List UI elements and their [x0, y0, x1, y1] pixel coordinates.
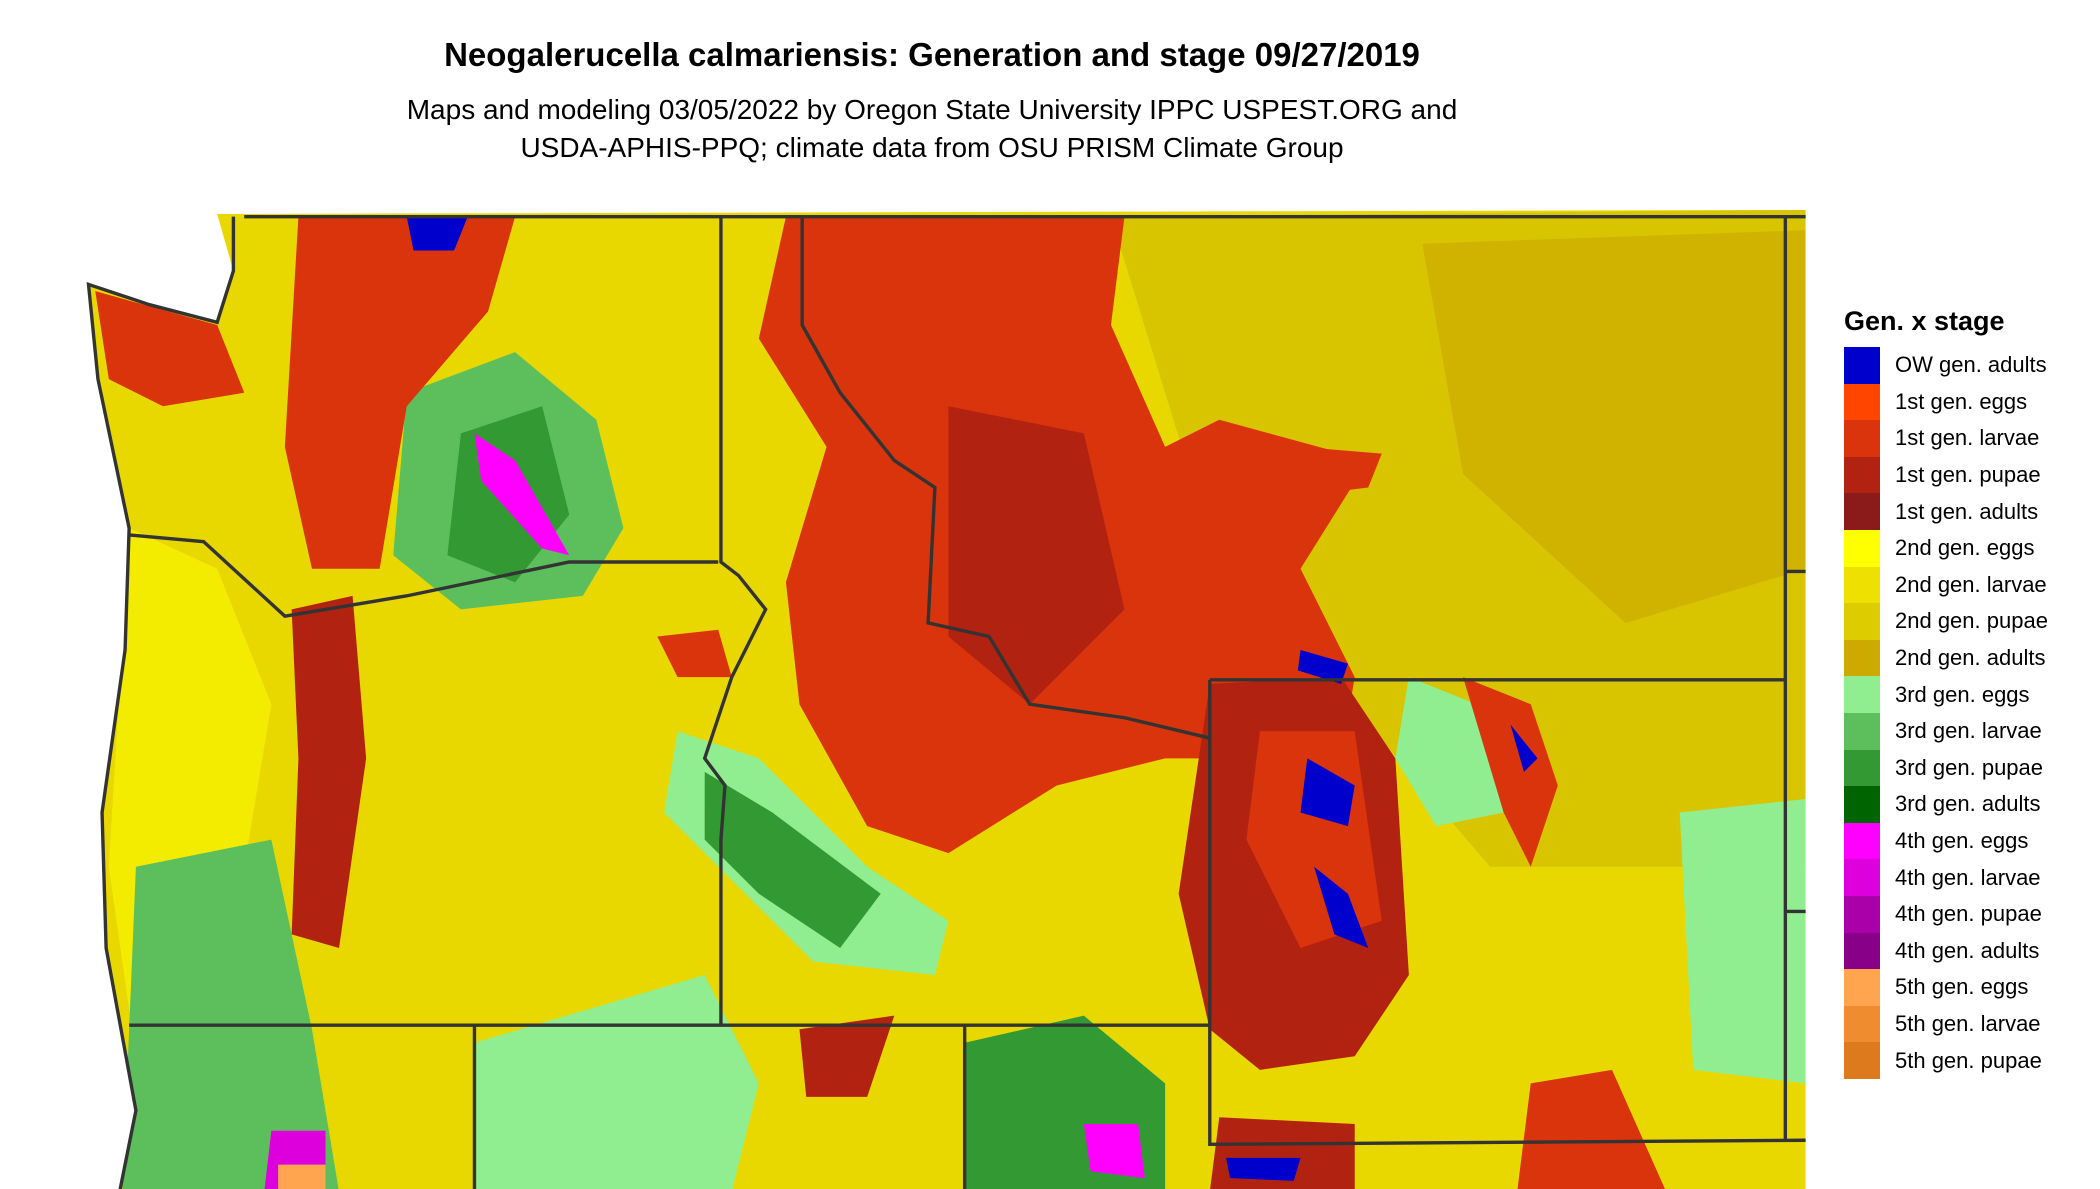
legend-label: 4th gen. adults	[1895, 937, 2040, 963]
dakota-borders	[1783, 216, 1806, 1141]
region-1st-gen-larvae	[1463, 677, 1558, 867]
map-subtitle-line-1: Maps and modeling 03/05/2022 by Oregon S…	[406, 94, 1458, 125]
legend-swatch	[1844, 347, 1880, 384]
legend-label: 4th gen. pupae	[1895, 901, 2042, 927]
region-1st-gen-pupae	[948, 406, 1125, 705]
legend-swatch	[1844, 639, 1880, 677]
legend-label: 2nd gen. larvae	[1895, 571, 2047, 597]
region-1st-gen-pupae	[799, 1015, 895, 1097]
legend-item: 2nd gen. pupae	[1844, 603, 2048, 640]
legend-label: 5th gen. pupae	[1895, 1047, 2042, 1073]
region-1st-gen-larvae	[1300, 446, 1382, 495]
legend-swatch	[1844, 420, 1880, 457]
region-4th-gen-eggs	[474, 433, 570, 556]
region-1st-gen-pupae	[291, 595, 367, 948]
legend-swatch	[1844, 566, 1880, 604]
legend-label: 3rd gen. pupae	[1895, 754, 2044, 780]
legend-swatch	[1844, 712, 1880, 750]
legend-item: 3rd gen. larvae	[1844, 712, 2048, 750]
legend-swatch	[1844, 383, 1880, 421]
legend-label: 5th gen. eggs	[1895, 974, 2029, 1000]
coastline	[86, 216, 236, 1189]
legend-label: 4th gen. eggs	[1895, 828, 2029, 854]
legend-label: 5th gen. larvae	[1895, 1010, 2041, 1036]
map-subtitle-line-2: USDA-APHIS-PPQ; climate data from OSU PR…	[520, 132, 1344, 163]
region-3rd-gen-eggs	[1679, 798, 1806, 1084]
legend-label: 2nd gen. pupae	[1895, 608, 2048, 634]
legend-label: OW gen. adults	[1895, 352, 2047, 378]
region-1st-gen-larvae	[284, 216, 516, 569]
id-mt-border	[800, 216, 1211, 740]
legend-label: 1st gen. larvae	[1895, 425, 2040, 451]
nv-borders	[472, 1025, 967, 1189]
region-5th-gen-eggs	[278, 1164, 326, 1189]
region-1st-gen-larvae	[1517, 1069, 1667, 1189]
legend-item: 1st gen. eggs	[1844, 383, 2048, 421]
legend-item: 4th gen. larvae	[1844, 859, 2048, 896]
legend-swatch	[1844, 1042, 1880, 1079]
region-1st-gen-larvae	[657, 629, 732, 678]
legend-title: Gen. x stage	[1844, 306, 2005, 336]
legend-item: 4th gen. eggs	[1844, 822, 2048, 860]
legend-label: 2nd gen. adults	[1895, 645, 2046, 671]
legend-item: 3rd gen. adults	[1844, 786, 2048, 823]
region-3rd-gen-larvae	[122, 839, 340, 1189]
map-title: Neogalerucella calmariensis: Generation …	[444, 36, 1420, 73]
legend-swatch	[1844, 895, 1880, 933]
legend-item: 1st gen. larvae	[1844, 420, 2048, 457]
legend-item: 1st gen. adults	[1844, 493, 2048, 530]
region-2nd-gen-adults	[1422, 230, 1806, 623]
legend-label: 4th gen. larvae	[1895, 864, 2041, 890]
legend-item: 1st gen. pupae	[1844, 456, 2048, 494]
legend-item: 2nd gen. eggs	[1844, 529, 2048, 567]
legend-item: 5th gen. eggs	[1844, 969, 2048, 1006]
region-1st-gen-larvae	[95, 291, 245, 407]
legend-swatch	[1844, 603, 1880, 640]
state-borders	[86, 214, 1806, 1189]
wa-or-border	[128, 533, 719, 618]
legend-swatch	[1844, 969, 1880, 1006]
wyoming-border	[1208, 678, 1806, 1147]
legend-item: 2nd gen. adults	[1844, 639, 2048, 677]
legend-swatch	[1844, 493, 1880, 530]
region-3rd-gen-pupae	[704, 771, 881, 948]
legend-swatch	[1844, 859, 1880, 896]
legend-item: 3rd gen. pupae	[1844, 749, 2048, 787]
legend-item: 4th gen. adults	[1844, 932, 2048, 970]
legend-label: 1st gen. eggs	[1895, 388, 2028, 414]
legend-label: 1st gen. pupae	[1895, 462, 2041, 488]
legend-swatch	[1844, 456, 1880, 494]
legend: Gen. x stage OW gen. adults 1st gen. eggs…	[1844, 306, 2048, 1079]
legend-item: 3rd gen. eggs	[1844, 676, 2048, 713]
legend-item: 5th gen. pupae	[1844, 1042, 2048, 1079]
region-3rd-gen-eggs	[474, 975, 759, 1189]
legend-label: 3rd gen. eggs	[1895, 681, 2030, 707]
legend-item: 2nd gen. larvae	[1844, 566, 2048, 604]
region-4th-gen-eggs	[1083, 1123, 1145, 1179]
legend-swatch	[1844, 1005, 1880, 1043]
legend-label: 2nd gen. eggs	[1895, 535, 2035, 561]
legend-swatch	[1844, 529, 1880, 567]
legend-swatch	[1844, 786, 1880, 823]
id-west-border	[702, 216, 768, 1026]
legend-label: 3rd gen. adults	[1895, 791, 2041, 817]
legend-swatch	[1844, 932, 1880, 970]
legend-item: OW gen. adults	[1844, 347, 2048, 384]
legend-label: 1st gen. adults	[1895, 498, 2039, 524]
legend-swatch	[1844, 676, 1880, 713]
legend-swatch	[1844, 822, 1880, 860]
legend-item: 4th gen. pupae	[1844, 895, 2048, 933]
legend-swatch	[1844, 749, 1880, 787]
legend-label: 3rd gen. larvae	[1895, 718, 2042, 744]
legend-item: 5th gen. larvae	[1844, 1005, 2048, 1043]
